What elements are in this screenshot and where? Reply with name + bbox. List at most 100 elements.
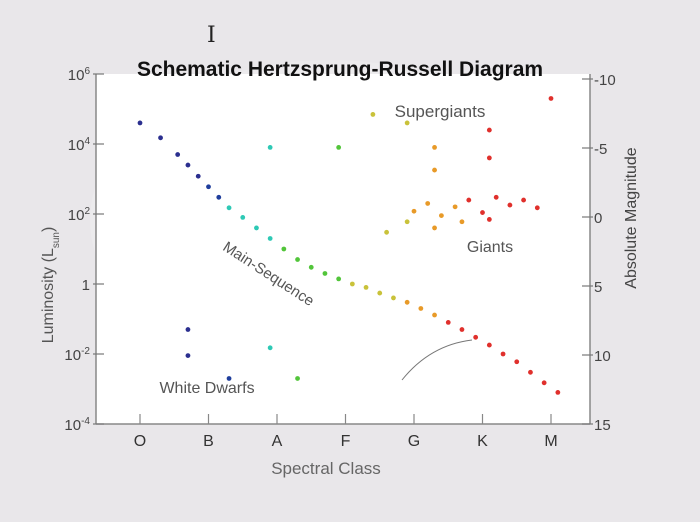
y-tick-label: 104 [68, 136, 91, 154]
data-point [336, 276, 342, 282]
data-point [195, 173, 201, 179]
data-point [226, 376, 232, 381]
x-tick-label: O [134, 433, 146, 450]
data-point [322, 271, 328, 276]
x-tick-label: G [408, 433, 420, 450]
y2-tick-label: 0 [594, 210, 602, 227]
data-point [514, 359, 520, 365]
data-point [240, 214, 246, 220]
series-supergiants [267, 96, 554, 173]
data-point [425, 201, 431, 206]
data-point [418, 306, 424, 311]
annotation-supergiants: Supergiants [395, 102, 486, 121]
x-tick-label: B [203, 433, 214, 450]
data-point [267, 345, 273, 351]
data-point [370, 112, 376, 117]
data-point [226, 205, 232, 211]
annotation-giants: Giants [467, 239, 513, 256]
x-tick-label: M [544, 433, 557, 450]
x-tick-label: A [272, 433, 283, 450]
y-tick-label: 102 [68, 206, 91, 224]
y-tick-label: 10-4 [64, 416, 90, 434]
data-point [486, 217, 492, 222]
y2-tick-label: -10 [594, 72, 616, 89]
data-point [158, 135, 163, 141]
data-point [175, 152, 181, 157]
y-tick-label: 1 [82, 277, 90, 294]
data-point [216, 194, 222, 200]
y2-tick-label: -5 [594, 141, 607, 158]
data-point [185, 353, 191, 359]
y-axis-label-close: ) [40, 227, 57, 232]
data-point [411, 208, 417, 214]
data-point [185, 327, 191, 332]
data-point [432, 144, 437, 150]
series-white-dwarfs [185, 327, 300, 381]
data-point [281, 246, 287, 252]
y-tick-label: 106 [68, 66, 91, 84]
chart-title: Schematic Hertzsprung-Russell Diagram [137, 58, 543, 81]
data-point [507, 202, 513, 208]
x-axis-label: Spectral Class [271, 459, 381, 478]
tick-marks: 106 104 102 1 10-2 10-4 -10 -5 0 5 10 15 O B A F G K M [64, 66, 615, 450]
y2-axis-label: Absolute Magnitude [623, 147, 640, 289]
y2-tick-label: 15 [594, 417, 611, 434]
plot-glow [90, 60, 570, 380]
y-axis-label: Luminosity (Lsun) [40, 227, 62, 344]
annotation-line [401, 339, 473, 381]
data-point [185, 162, 191, 168]
data-point [363, 284, 369, 290]
data-point [480, 210, 485, 215]
y-axis-label-sub: sun [51, 232, 62, 248]
data-point [486, 155, 492, 161]
data-point [452, 204, 458, 210]
x-tick-label: K [477, 433, 488, 450]
y-axis-label-main: Luminosity (L [40, 248, 57, 343]
data-point [445, 319, 451, 325]
data-point [267, 236, 273, 241]
data-point [384, 229, 389, 235]
data-point [486, 342, 492, 348]
data-point [254, 225, 259, 231]
data-point [206, 184, 211, 190]
data-points [137, 96, 561, 395]
data-point [541, 380, 547, 386]
annotation-white-dwarfs: White Dwarfs [159, 380, 254, 397]
data-point [336, 144, 342, 150]
y2-tick-label: 10 [594, 348, 611, 365]
data-point [404, 219, 410, 225]
x-tick-label: F [341, 433, 351, 450]
data-point [404, 299, 410, 305]
y-tick-label: 10-2 [64, 346, 90, 364]
data-point [459, 219, 465, 225]
data-point [528, 369, 533, 375]
data-point [267, 144, 273, 150]
text-cursor-icon: I [207, 23, 216, 48]
data-point [377, 290, 383, 296]
data-point [432, 225, 437, 231]
data-point [432, 312, 437, 318]
data-point [349, 281, 355, 287]
data-point [521, 197, 526, 203]
data-point [295, 376, 300, 381]
data-point [548, 96, 554, 101]
data-point [466, 197, 472, 203]
data-point [493, 194, 499, 200]
data-point [137, 120, 143, 126]
data-point [486, 127, 492, 133]
axes [95, 74, 591, 425]
series-giants [384, 194, 540, 235]
data-point [308, 264, 314, 270]
data-point [534, 205, 540, 211]
y2-tick-label: 5 [594, 279, 602, 296]
data-point [500, 351, 506, 357]
data-point [295, 257, 300, 262]
data-point [432, 167, 437, 173]
data-point [459, 327, 465, 332]
data-point [391, 295, 396, 301]
data-point [555, 389, 561, 395]
data-point [404, 120, 410, 126]
series-main-sequence [137, 120, 561, 395]
data-point [439, 213, 444, 219]
